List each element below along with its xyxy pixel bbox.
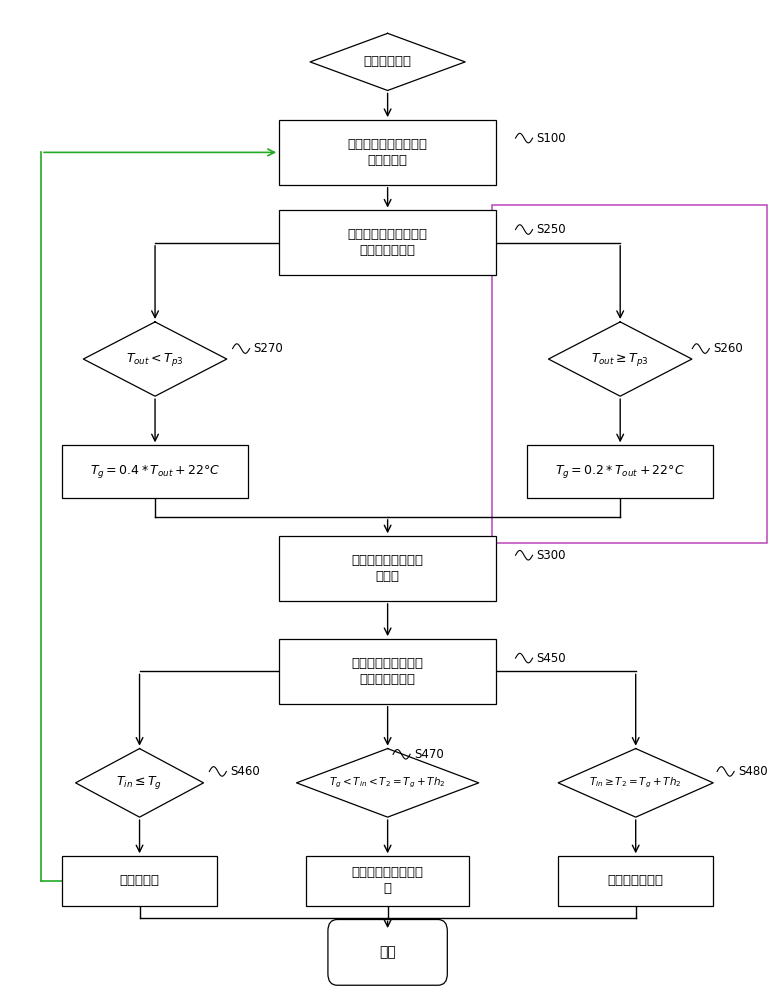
Text: S300: S300 xyxy=(536,549,566,562)
Text: $T_{out}<T_{p3}$: $T_{out}<T_{p3}$ xyxy=(126,351,184,368)
Text: 压缩机按当前模式运
行: 压缩机按当前模式运 行 xyxy=(352,866,424,895)
Text: 压缩机开启: 压缩机开启 xyxy=(120,874,160,887)
FancyBboxPatch shape xyxy=(62,445,248,498)
Text: S270: S270 xyxy=(254,342,283,355)
FancyBboxPatch shape xyxy=(279,120,496,185)
Text: $T_{in}\geq T_2=T_g+Th_2$: $T_{in}\geq T_2=T_g+Th_2$ xyxy=(589,776,682,790)
Polygon shape xyxy=(310,33,465,90)
Polygon shape xyxy=(549,322,692,396)
Text: $T_g=0.2*T_{out}+22°C$: $T_g=0.2*T_{out}+22°C$ xyxy=(556,463,685,480)
Polygon shape xyxy=(75,749,203,817)
FancyBboxPatch shape xyxy=(279,639,496,704)
FancyBboxPatch shape xyxy=(279,536,496,601)
Text: 判断目标温度与室内
环境温度的关系: 判断目标温度与室内 环境温度的关系 xyxy=(352,657,424,686)
Text: S450: S450 xyxy=(536,652,566,665)
Bar xyxy=(492,205,767,543)
Text: $T_g=0.4*T_{out}+22°C$: $T_g=0.4*T_{out}+22°C$ xyxy=(90,463,220,480)
Text: 判断室外环境温度所在
的预设温度区间: 判断室外环境温度所在 的预设温度区间 xyxy=(348,228,428,257)
Polygon shape xyxy=(296,749,479,817)
Text: S260: S260 xyxy=(713,342,743,355)
Polygon shape xyxy=(83,322,227,396)
Text: 压缩机停止运行: 压缩机停止运行 xyxy=(608,874,663,887)
FancyBboxPatch shape xyxy=(527,445,713,498)
Text: $T_{out}\geq T_{p3}$: $T_{out}\geq T_{p3}$ xyxy=(591,351,649,368)
Text: 检测室内环境温度和室
外环境温度: 检测室内环境温度和室 外环境温度 xyxy=(348,138,428,167)
Text: S460: S460 xyxy=(230,765,260,778)
Text: S100: S100 xyxy=(536,132,566,145)
Text: $T_{in}\leq T_g$: $T_{in}\leq T_g$ xyxy=(116,774,163,791)
Text: S250: S250 xyxy=(536,223,566,236)
FancyBboxPatch shape xyxy=(62,856,217,906)
FancyBboxPatch shape xyxy=(328,920,447,985)
FancyBboxPatch shape xyxy=(279,210,496,275)
Text: 关机: 关机 xyxy=(379,945,396,959)
Text: S470: S470 xyxy=(414,748,444,761)
Text: 根据温度关系计算目
标温度: 根据温度关系计算目 标温度 xyxy=(352,554,424,583)
Text: 制热模式开机: 制热模式开机 xyxy=(364,55,411,68)
FancyBboxPatch shape xyxy=(558,856,713,906)
FancyBboxPatch shape xyxy=(307,856,469,906)
Polygon shape xyxy=(558,749,713,817)
Text: S480: S480 xyxy=(738,765,767,778)
Text: $T_g<T_{in}<T_2=T_g+Th_2$: $T_g<T_{in}<T_2=T_g+Th_2$ xyxy=(329,776,446,790)
